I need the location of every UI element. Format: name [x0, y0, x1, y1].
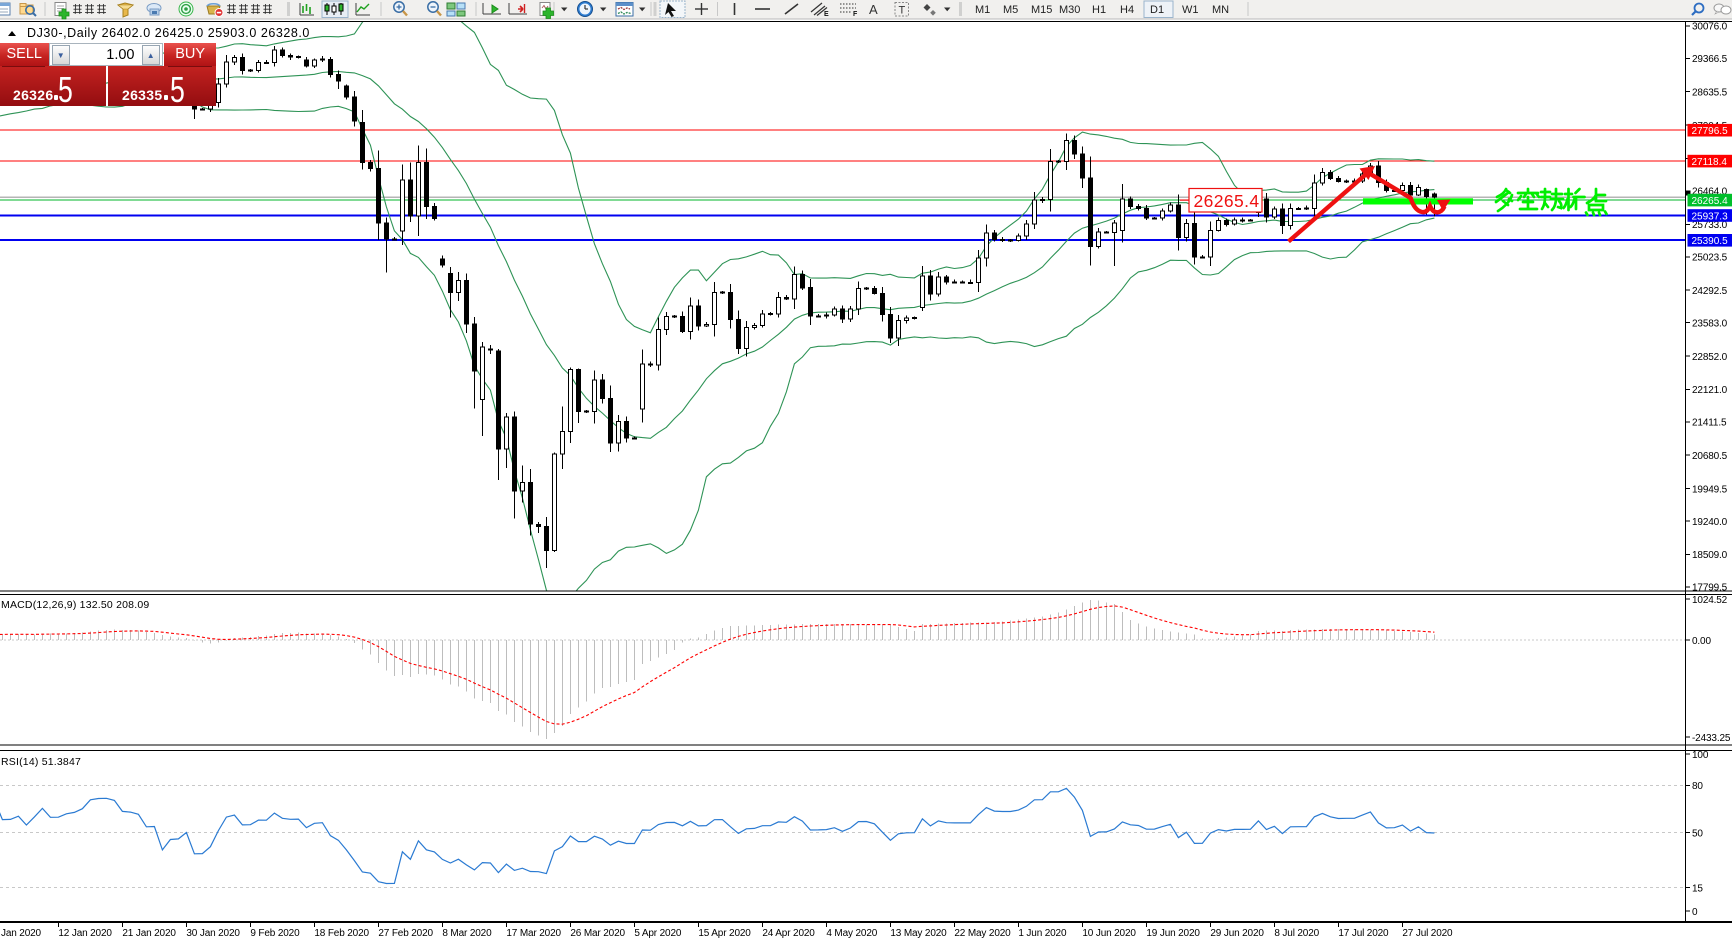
svg-text:26265.4: 26265.4 [1692, 196, 1729, 207]
svg-text:26464.0: 26464.0 [1692, 187, 1728, 198]
svg-text:M1: M1 [975, 4, 990, 16]
svg-text:15: 15 [1692, 883, 1703, 894]
svg-text:25937.3: 25937.3 [1692, 211, 1729, 222]
svg-text:29366.5: 29366.5 [1692, 54, 1728, 65]
svg-text:18509.0: 18509.0 [1692, 550, 1728, 561]
svg-text:1024.52: 1024.52 [1692, 595, 1728, 606]
svg-text:H1: H1 [1092, 4, 1106, 16]
svg-text:M30: M30 [1059, 4, 1080, 16]
svg-text:13 May 2020: 13 May 2020 [890, 928, 947, 939]
svg-text:25023.5: 25023.5 [1692, 253, 1728, 264]
svg-text:0.00: 0.00 [1692, 636, 1711, 647]
svg-text:T: T [899, 5, 906, 17]
svg-text:27796.5: 27796.5 [1692, 126, 1729, 137]
svg-text:DJ30-,Daily 26402.0 26425.0 25: DJ30-,Daily 26402.0 26425.0 25903.0 2632… [27, 26, 310, 40]
svg-text:21 Jan 2020: 21 Jan 2020 [122, 928, 176, 939]
svg-text:20680.5: 20680.5 [1692, 451, 1728, 462]
svg-text:RSI(14) 51.3847: RSI(14) 51.3847 [1, 756, 81, 768]
svg-text:30 Jan 2020: 30 Jan 2020 [186, 928, 240, 939]
svg-text:22852.0: 22852.0 [1692, 352, 1728, 363]
svg-text:22 May 2020: 22 May 2020 [954, 928, 1011, 939]
svg-text:100: 100 [1692, 750, 1709, 761]
svg-text:MN: MN [1212, 4, 1229, 16]
svg-text:D1: D1 [1150, 4, 1164, 16]
svg-text:50: 50 [1692, 828, 1703, 839]
svg-text:26265.4: 26265.4 [1194, 191, 1260, 211]
svg-text:19949.5: 19949.5 [1692, 484, 1728, 495]
svg-text:A: A [869, 2, 878, 17]
svg-text:W1: W1 [1182, 4, 1199, 16]
svg-text:10 Jun 2020: 10 Jun 2020 [1082, 928, 1136, 939]
svg-text:24 Apr 2020: 24 Apr 2020 [762, 928, 815, 939]
svg-text:-2433.25: -2433.25 [1692, 733, 1731, 744]
svg-text:17 Jul 2020: 17 Jul 2020 [1338, 928, 1389, 939]
svg-text:1 Jun 2020: 1 Jun 2020 [1018, 928, 1067, 939]
svg-text:30076.0: 30076.0 [1692, 22, 1728, 33]
svg-text:E: E [824, 11, 829, 18]
svg-text:15 Apr 2020: 15 Apr 2020 [698, 928, 751, 939]
svg-text:8 Mar 2020: 8 Mar 2020 [442, 928, 492, 939]
svg-text:19 Jun 2020: 19 Jun 2020 [1146, 928, 1200, 939]
svg-text:4 May 2020: 4 May 2020 [826, 928, 877, 939]
svg-text:27118.4: 27118.4 [1692, 157, 1728, 168]
svg-text:9 Feb 2020: 9 Feb 2020 [250, 928, 300, 939]
svg-text:M15: M15 [1031, 4, 1052, 16]
svg-text:23583.0: 23583.0 [1692, 318, 1728, 329]
svg-text:18 Feb 2020: 18 Feb 2020 [314, 928, 369, 939]
svg-text:21411.5: 21411.5 [1692, 418, 1727, 429]
svg-text:5 Apr 2020: 5 Apr 2020 [634, 928, 681, 939]
svg-text:19240.0: 19240.0 [1692, 517, 1728, 528]
svg-text:17 Mar 2020: 17 Mar 2020 [506, 928, 561, 939]
svg-text:25733.0: 25733.0 [1692, 220, 1728, 231]
svg-text:8 Jul 2020: 8 Jul 2020 [1274, 928, 1319, 939]
svg-text:22121.0: 22121.0 [1692, 385, 1728, 396]
svg-text:28635.5: 28635.5 [1692, 88, 1728, 99]
svg-text:26 Mar 2020: 26 Mar 2020 [570, 928, 625, 939]
svg-text:0: 0 [1692, 907, 1698, 918]
svg-text:80: 80 [1692, 781, 1703, 792]
svg-text:27 Jul 2020: 27 Jul 2020 [1402, 928, 1453, 939]
svg-text:H4: H4 [1120, 4, 1134, 16]
svg-text:25390.5: 25390.5 [1692, 236, 1729, 247]
svg-text:F: F [853, 11, 858, 18]
svg-text:Jan 2020: Jan 2020 [1, 928, 42, 939]
svg-text:12 Jan 2020: 12 Jan 2020 [58, 928, 112, 939]
svg-text:17799.5: 17799.5 [1692, 583, 1728, 594]
svg-text:29 Jun 2020: 29 Jun 2020 [1210, 928, 1264, 939]
svg-text:27 Feb 2020: 27 Feb 2020 [378, 928, 433, 939]
svg-text:MACD(12,26,9) 132.50 208.09: MACD(12,26,9) 132.50 208.09 [1, 599, 149, 611]
svg-text:M5: M5 [1003, 4, 1018, 16]
svg-text:24292.5: 24292.5 [1692, 286, 1728, 297]
